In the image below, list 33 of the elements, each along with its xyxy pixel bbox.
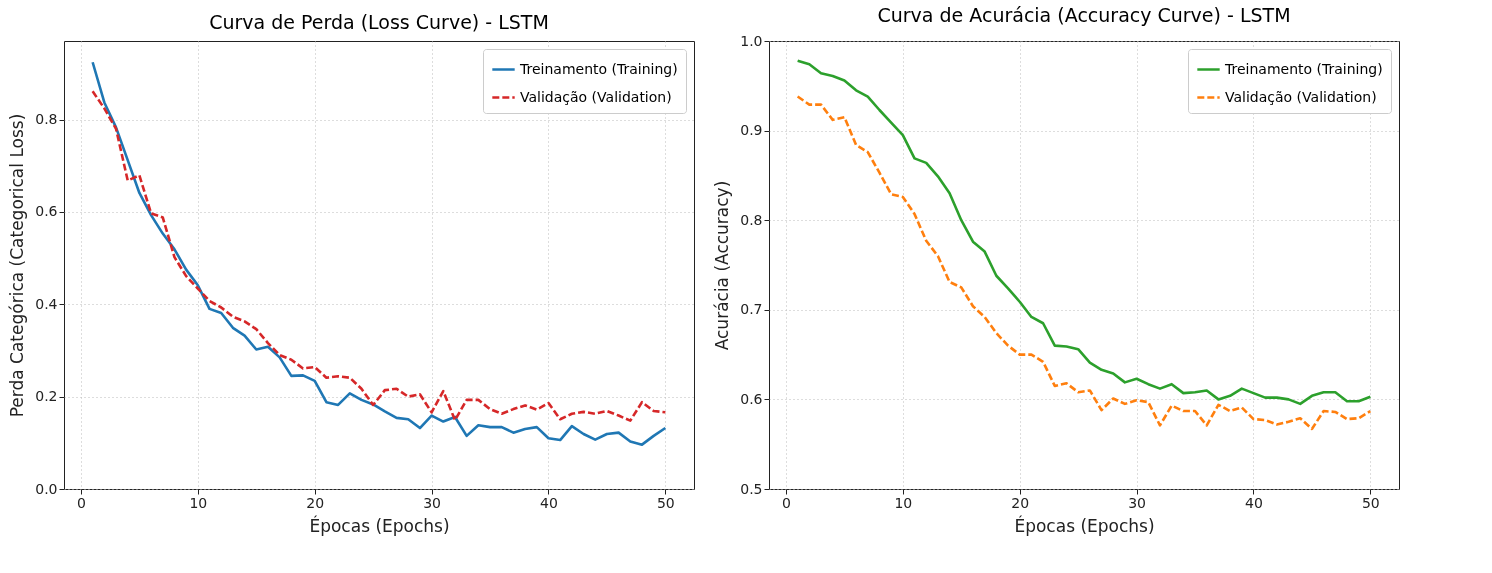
x-tick-label: 40 (1245, 494, 1263, 511)
y-axis-title: Acurácia (Accuracy) (712, 180, 733, 351)
y-tick-label: 1.0 (740, 32, 763, 49)
chart-title: Curva de Perda (Loss Curve) - LSTM (209, 11, 549, 33)
y-tick-label: 0.6 (740, 390, 763, 407)
y-tick-label: 0.4 (35, 295, 58, 312)
chart-title: Curva de Acurácia (Accuracy Curve) - LSTM (877, 4, 1291, 26)
y-tick-label: 0.2 (35, 388, 58, 405)
x-tick-label: 30 (423, 494, 442, 511)
y-tick-label: 0.8 (35, 111, 58, 128)
y-tick-label: 0.7 (740, 301, 763, 318)
y-axis-title: Perda Categórica (Categorical Loss) (7, 113, 28, 418)
y-tick-label: 0.8 (740, 211, 763, 228)
x-tick-label: 20 (306, 494, 325, 511)
y-tick-label: 0.9 (740, 122, 763, 139)
x-tick-label: 10 (894, 494, 913, 511)
x-axis-title: Épocas (Epochs) (1014, 514, 1155, 536)
y-tick-label: 0.6 (35, 203, 58, 220)
x-tick-label: 0 (76, 494, 86, 511)
y-tick-label: 0.5 (740, 480, 763, 497)
legend-label: Validação (Validation) (520, 88, 672, 105)
x-tick-label: 40 (540, 494, 558, 511)
y-tick-label: 0.0 (35, 480, 58, 497)
x-tick-label: 20 (1011, 494, 1030, 511)
x-tick-label: 0 (781, 494, 791, 511)
x-tick-label: 10 (189, 494, 208, 511)
legend-label: Treinamento (Training) (519, 60, 678, 77)
x-tick-label: 50 (1361, 494, 1380, 511)
legend-label: Treinamento (Training) (1224, 60, 1383, 77)
legend-label: Validação (Validation) (1225, 88, 1377, 105)
x-tick-label: 50 (656, 494, 675, 511)
x-tick-label: 30 (1128, 494, 1147, 511)
x-axis-title: Épocas (Epochs) (309, 514, 450, 536)
